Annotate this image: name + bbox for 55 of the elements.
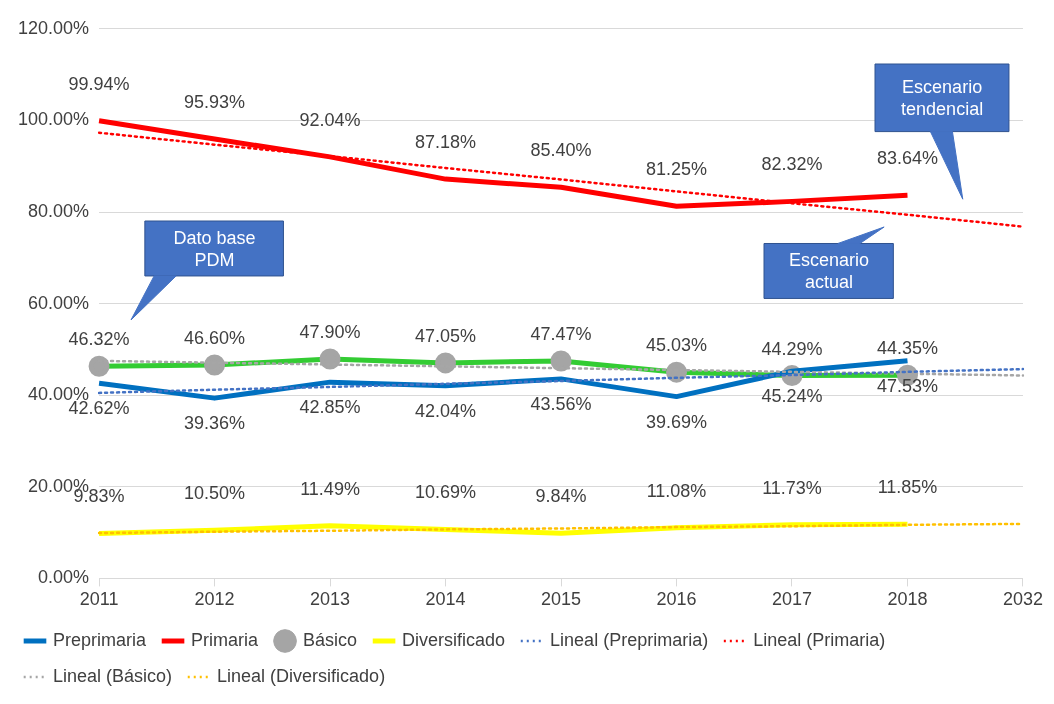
legend-label: Lineal (Diversificado) — [217, 665, 386, 686]
data-label: 45.24% — [761, 386, 823, 407]
data-label: 47.53% — [876, 375, 939, 396]
x-tick-label: 2018 — [887, 589, 928, 610]
data-label: 11.49% — [300, 478, 360, 499]
data-label: 46.60% — [184, 327, 246, 348]
legend-label: Lineal (Primaria) — [753, 629, 886, 650]
legend-label: Preprimaria — [53, 629, 148, 650]
data-label: 46.32% — [68, 329, 130, 350]
data-label: 10.69% — [415, 482, 477, 503]
x-tick-label: 2015 — [541, 589, 582, 610]
data-label: 9.84% — [535, 486, 587, 507]
x-tick-label: 2016 — [656, 589, 697, 610]
legend-label: Lineal (Básico) — [53, 665, 173, 686]
data-label: 99.94% — [68, 73, 130, 94]
x-tick-label: 2011 — [79, 589, 119, 610]
data-label: 43.56% — [530, 393, 592, 414]
data-label: 85.40% — [530, 140, 592, 161]
data-label: 42.85% — [299, 397, 361, 418]
data-label: 47.90% — [299, 321, 361, 342]
data-label: 81.25% — [645, 159, 708, 180]
y-tick-label: 0.00% — [38, 567, 90, 588]
legend-label: Diversificado — [402, 629, 506, 650]
data-label: 11.85% — [877, 477, 938, 498]
x-tick-label: 2013 — [310, 589, 351, 610]
data-label: 47.47% — [530, 323, 592, 344]
data-label: 87.18% — [415, 132, 477, 153]
data-label: 11.08% — [646, 480, 707, 501]
data-label: 42.04% — [415, 400, 477, 421]
data-label: 44.35% — [876, 338, 939, 359]
legend-label: Primaria — [191, 629, 260, 650]
annotation: Dato base PDM — [145, 221, 284, 277]
annotation: Escenario tendencial — [875, 63, 1010, 132]
y-tick-label: 80.00% — [28, 200, 90, 221]
data-label: 45.03% — [645, 335, 708, 356]
y-tick-label: 120.00% — [18, 17, 90, 38]
legend-label: Lineal (Preprimaria) — [550, 629, 709, 650]
data-label: 83.64% — [876, 148, 939, 169]
x-tick-label: 2012 — [194, 589, 235, 610]
data-label: 95.93% — [184, 92, 246, 113]
data-label: 92.04% — [299, 109, 361, 130]
data-label: 82.32% — [761, 154, 823, 175]
data-label: 39.36% — [184, 413, 246, 434]
data-label: 47.05% — [415, 325, 477, 346]
data-label: 39.69% — [645, 411, 708, 432]
x-tick-label: 2032 — [1002, 589, 1043, 610]
y-tick-label: 100.00% — [18, 109, 90, 130]
legend-label: Básico — [303, 629, 358, 650]
x-tick-label: 2017 — [771, 589, 813, 610]
data-label: 11.73% — [762, 477, 822, 498]
y-tick-label: 60.00% — [28, 292, 90, 313]
data-label: 10.50% — [184, 483, 246, 504]
data-label: 44.29% — [761, 338, 823, 359]
x-tick-label: 2014 — [425, 589, 466, 610]
annotation: Escenario actual — [764, 243, 894, 299]
